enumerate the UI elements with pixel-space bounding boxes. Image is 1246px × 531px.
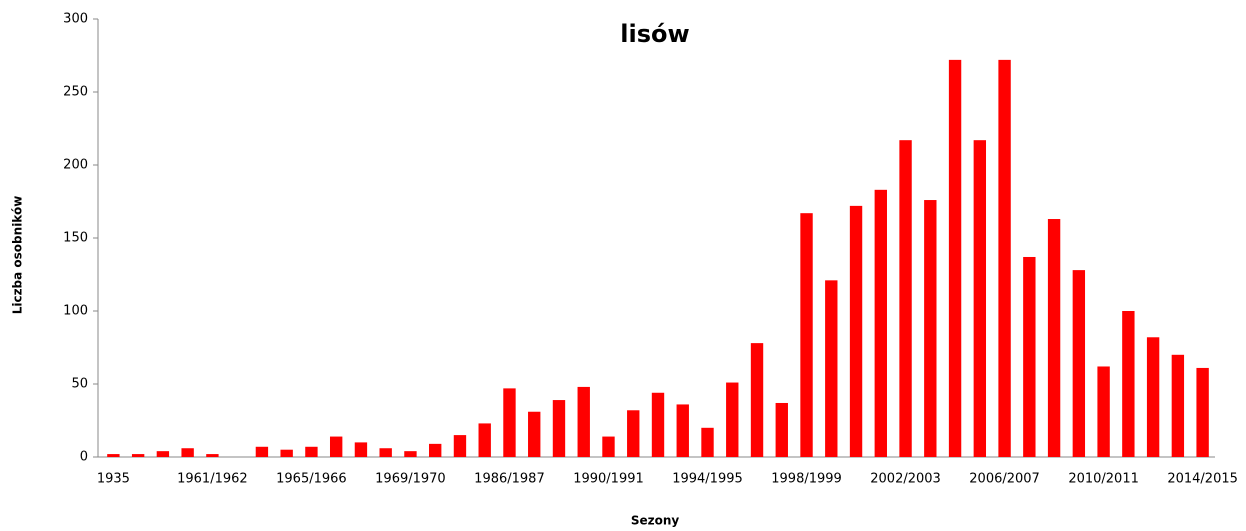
bar: [924, 200, 937, 458]
bar: [998, 59, 1011, 457]
x-tick-label: 2014/2015: [1167, 472, 1238, 487]
y-tick-label: 0: [80, 450, 88, 465]
bar: [503, 388, 516, 457]
x-tick-label: 2010/2011: [1068, 472, 1139, 487]
bar: [825, 280, 838, 457]
bar: [354, 442, 368, 457]
bar: [1023, 256, 1036, 457]
bar: [726, 382, 739, 457]
bar: [800, 213, 813, 457]
chart-title: lisów: [620, 20, 689, 48]
bar: [849, 205, 863, 457]
x-tick-label: 1990/1991: [573, 472, 644, 487]
bar: [1171, 354, 1185, 457]
x-tick-label: 1965/1966: [276, 472, 347, 487]
bar: [1122, 311, 1135, 457]
bar: [651, 392, 665, 457]
x-tick-label: 1961/1962: [177, 472, 248, 487]
bar: [181, 448, 194, 457]
bar: [453, 435, 467, 457]
bar: [552, 400, 566, 457]
x-axis-title: Sezony: [631, 514, 680, 528]
bar: [775, 402, 788, 457]
bar: [379, 448, 392, 457]
bar: [676, 404, 689, 457]
bar: [206, 454, 219, 457]
y-axis-title: Liczba osobników: [11, 196, 25, 315]
bar: [478, 423, 491, 457]
bar: [528, 411, 541, 457]
x-tick-label: 1994/1995: [672, 472, 743, 487]
bar: [404, 451, 417, 457]
y-tick-label: 100: [63, 304, 88, 319]
x-tick-label: 1986/1987: [474, 472, 545, 487]
bar: [874, 189, 887, 457]
bar: [899, 140, 912, 457]
x-tick-label: 1969/1970: [375, 472, 446, 487]
bar: [973, 140, 987, 457]
bar: [429, 443, 442, 457]
bar: [577, 386, 590, 457]
bar: [329, 436, 343, 457]
bar: [1072, 270, 1086, 457]
x-tick-label: 2006/2007: [969, 472, 1040, 487]
bar: [1047, 219, 1061, 457]
bar: [701, 427, 714, 457]
bar: [1146, 337, 1160, 457]
bar: [948, 59, 962, 457]
y-tick-label: 150: [63, 231, 88, 246]
bar: [280, 449, 293, 457]
bar: [602, 436, 615, 457]
y-tick-label: 300: [63, 12, 88, 27]
bar: [131, 454, 145, 457]
bar: [156, 451, 170, 457]
bar: [750, 343, 764, 457]
x-tick-label: 1998/1999: [771, 472, 842, 487]
bar: [1196, 367, 1209, 457]
x-tick-label: 2002/2003: [870, 472, 941, 487]
bar: [1097, 366, 1110, 457]
bar: [627, 410, 640, 457]
y-tick-label: 50: [71, 377, 88, 392]
bar: [255, 446, 269, 457]
y-tick-label: 200: [63, 158, 88, 173]
bar: [305, 446, 318, 457]
bar: [107, 454, 120, 457]
y-tick-label: 250: [63, 85, 88, 100]
x-tick-label: 1935: [97, 472, 130, 487]
